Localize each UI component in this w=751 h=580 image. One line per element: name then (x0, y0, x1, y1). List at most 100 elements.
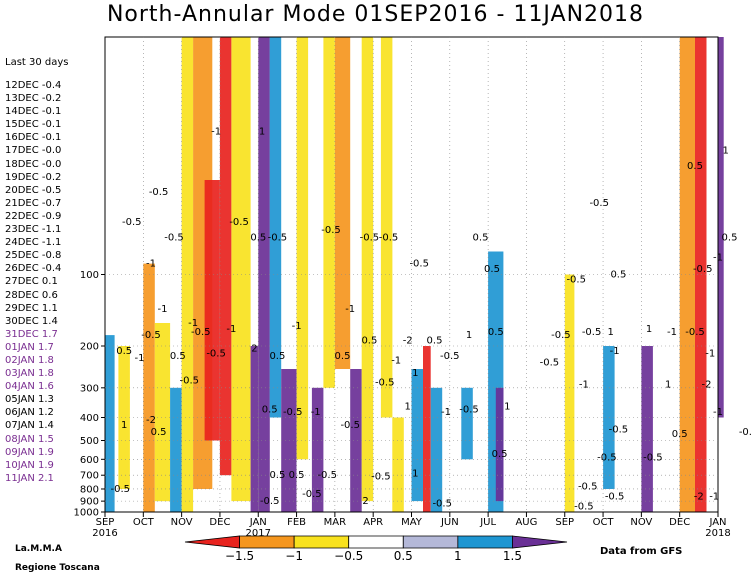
data-band (269, 37, 282, 418)
x-tick-label: DEC (209, 517, 230, 528)
last-30-days-row: 03JAN 1.8 (5, 368, 54, 380)
last-30-days-row: 25DEC -0.8 (5, 250, 62, 262)
contour-label: 1 (665, 379, 671, 390)
x-tick-year: 2018 (705, 528, 730, 539)
contour-label: -1 (391, 355, 401, 366)
last-30-days-row: 22DEC -0.9 (5, 210, 62, 222)
data-band (281, 369, 297, 512)
credit-line-2: Regione Toscana (15, 563, 100, 573)
data-band (231, 37, 251, 502)
data-band (361, 37, 374, 502)
data-band (695, 37, 707, 512)
x-tick-label: NOV (171, 517, 193, 528)
contour-label: 0.5 (492, 449, 508, 460)
contour-label: -1 (579, 379, 589, 390)
last-30-days-row: 23DEC -1.1 (5, 224, 62, 236)
contour-label: 0.5 (610, 270, 626, 281)
data-band (423, 346, 431, 512)
colorbar-level-label: −1 (285, 549, 303, 563)
y-tick-label: 800 (80, 484, 99, 495)
data-band (154, 323, 171, 502)
last-30-days-row: 18DEC -0.0 (5, 158, 62, 170)
contour-label: -1 (311, 407, 321, 418)
x-tick-label: JAN (708, 517, 726, 528)
data-band (679, 37, 695, 512)
data-band (204, 180, 220, 441)
contour-label: -0.5 (459, 404, 479, 415)
contour-label: 1 (121, 420, 127, 431)
data-band (334, 37, 351, 369)
contour-label: -0.5 (180, 376, 200, 387)
contour-label: -1 (705, 349, 715, 360)
contour-label: -0.5 (605, 491, 625, 502)
contour-label: -1 (441, 407, 451, 418)
contour-label: 2 (362, 496, 368, 507)
contour-label: -0.5 (317, 470, 337, 481)
y-tick-label: 200 (80, 341, 99, 352)
contour-label: 1 (405, 402, 411, 413)
last-30-days-row: 12DEC -0.4 (5, 80, 62, 91)
contour-label: 1 (259, 127, 265, 138)
last-30-days-row: 07JAN 1.4 (5, 420, 54, 432)
last-30-days-row: 17DEC -0.0 (5, 145, 62, 157)
contour-label: -1 (135, 353, 145, 364)
data-source-label: Data from GFS (600, 546, 683, 557)
contour-label: -0.5 (582, 327, 602, 338)
contour-label: 1 (608, 327, 614, 338)
last-30-days-row: 31DEC 1.7 (5, 328, 58, 340)
last-30-days-row: 15DEC -0.1 (5, 119, 62, 131)
chart-title: North-Annular Mode 01SEP2016 - 11JAN2018 (106, 2, 645, 27)
contour-label: -0.5 (191, 327, 211, 338)
contour-label: -0.5 (589, 198, 609, 209)
last-30-days-row: 06JAN 1.2 (5, 407, 54, 419)
contour-label: -0.5 (149, 187, 169, 198)
data-band (495, 387, 504, 502)
x-tick-label: MAY (401, 517, 423, 528)
contour-label: -0.5 (302, 489, 322, 500)
contour-label: -0.5 (643, 453, 663, 464)
contour-label: -2 (403, 336, 413, 347)
contour-label: -0.5 (609, 425, 629, 436)
x-tick-label: NOV (630, 517, 652, 528)
contour-label: -1 (713, 407, 723, 418)
data-band (380, 37, 393, 418)
data-band (392, 417, 404, 512)
contour-label: -1 (667, 327, 677, 338)
x-tick-label: FEB (287, 517, 306, 528)
contour-label: 0.5 (151, 427, 167, 438)
contour-label: 0.5 (269, 351, 285, 362)
contour-label: 0.5 (484, 264, 500, 275)
contour-label: -0.5 (340, 420, 360, 431)
colorbar-level-label: 0.5 (394, 549, 413, 563)
contour-label: 0.5 (427, 336, 443, 347)
contour-label: 0.5 (361, 336, 377, 347)
last-30-days-row: 11JAN 2.1 (5, 472, 54, 484)
last-30-days-row: 27DEC 0.1 (5, 276, 58, 288)
last-30-days-header: Last 30 days (5, 57, 69, 68)
last-30-days-row: 09JAN 1.9 (5, 446, 54, 458)
data-band (181, 37, 194, 512)
contour-label: -0.5 (551, 330, 571, 341)
contour-label: -0.5 (597, 453, 617, 464)
last-30-days-row: 28DEC 0.6 (5, 289, 58, 301)
y-tick-label: 500 (80, 436, 99, 447)
data-band (603, 346, 615, 489)
contour-label: -0.5 (260, 496, 280, 507)
colorbar-level-label: −1.5 (225, 549, 254, 563)
contour-label: -0.5 (268, 233, 288, 244)
contour-label: 0.5 (116, 346, 132, 357)
last-30-days-row: 08JAN 1.5 (5, 433, 54, 445)
last-30-days-row: 30DEC 1.4 (5, 315, 58, 327)
contour-label: 0.5 (170, 351, 186, 362)
last-30-days-row: 04JAN 1.6 (5, 381, 54, 393)
last-30-days-row: 01JAN 1.7 (5, 341, 54, 353)
contour-label: -0.5 (375, 378, 395, 389)
x-tick-year: 2016 (92, 528, 117, 539)
data-band (250, 346, 259, 512)
contour-label: 0.5 (488, 327, 504, 338)
contour-label: 1 (504, 402, 510, 413)
last-30-days-row: 16DEC -0.1 (5, 132, 62, 144)
y-tick-label: 1000 (74, 508, 99, 519)
contour-label: -0.5 (432, 498, 452, 509)
data-band (411, 369, 423, 502)
